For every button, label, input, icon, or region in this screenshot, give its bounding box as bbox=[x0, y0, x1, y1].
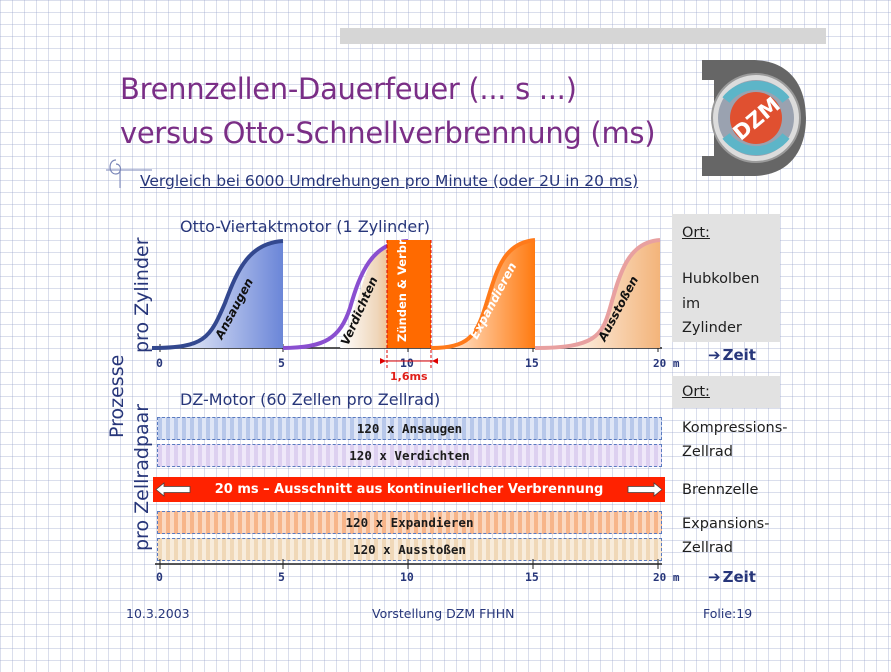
dz-tick-label-20: 20 ms bbox=[653, 571, 680, 584]
footer-folie: Folie:19 bbox=[703, 606, 753, 621]
dz-bar-brennzelle: 20 ms – Ausschnitt aus kontinuierlicher … bbox=[153, 477, 665, 502]
otto-heading: Otto-Viertaktmotor (1 Zylinder) bbox=[180, 217, 431, 236]
y-axis-lower-label: pro Zellradpaar bbox=[131, 403, 153, 551]
dz-bar-verdichten-label: 120 x Verdichten bbox=[349, 448, 470, 463]
otto-ort-label: Ort: bbox=[682, 225, 710, 241]
otto-cycle-diagram: Ansaugen Verdichten Zünden & Verbrennen … bbox=[151, 228, 680, 383]
interval-label: 1,6ms bbox=[390, 370, 428, 383]
dz-bar-ausstossen-label: 120 x Ausstoßen bbox=[353, 542, 466, 557]
dz-tick-label-5: 5 bbox=[278, 570, 285, 584]
dz-time-axis: 0 5 10 15 20 ms bbox=[155, 559, 680, 584]
otto-tick-label-5: 5 bbox=[278, 356, 285, 370]
dz-bar-expandieren-label: 120 x Expandieren bbox=[345, 515, 474, 530]
phase-verdichten-curve bbox=[282, 239, 409, 350]
otto-tick-label-0: 0 bbox=[156, 356, 163, 370]
phase-zuenden-label: Zünden & Verbrennen bbox=[395, 228, 409, 342]
dz-bar-verdichten: 120 x Verdichten bbox=[157, 444, 662, 467]
header-bar bbox=[340, 28, 826, 44]
dz-tick-label-0: 0 bbox=[156, 570, 163, 584]
slide-title-line-1: Brennzellen-Dauerfeuer (... s ...) bbox=[120, 72, 577, 106]
dz-right-label-kompressions: Kompressions- bbox=[682, 420, 788, 436]
phase-ausstossen-curve bbox=[534, 238, 661, 350]
otto-ort-box bbox=[672, 214, 780, 342]
dz-right-label-brennzelle: Brennzelle bbox=[682, 482, 759, 498]
otto-ort-line-3: Zylinder bbox=[682, 320, 742, 336]
dz-time-axis-label: ➔ Zeit bbox=[708, 568, 756, 586]
dz-bar-ausstossen: 120 x Ausstoßen bbox=[157, 538, 662, 561]
otto-tick-label-15: 15 bbox=[525, 356, 539, 370]
dzm-logo-icon: DZM bbox=[702, 60, 806, 176]
dz-bar-expandieren: 120 x Expandieren bbox=[157, 511, 662, 534]
phase-ausstossen-area bbox=[550, 240, 660, 348]
interval-arrow-right-icon bbox=[432, 358, 438, 364]
phase-expandieren-area bbox=[440, 240, 535, 348]
phase-ansaugen-area bbox=[160, 241, 283, 348]
otto-time-axis-label: ➔ Zeit bbox=[708, 346, 756, 364]
dz-ort-label: Ort: bbox=[682, 384, 710, 400]
phase-zuenden-bar bbox=[387, 240, 431, 348]
otto-tick-label-20: 20 ms bbox=[653, 357, 680, 370]
dz-bar-ansaugen: 120 x Ansaugen bbox=[157, 417, 662, 440]
otto-tick-label-10: 10 bbox=[400, 356, 414, 370]
dz-tick-label-15: 15 bbox=[525, 570, 539, 584]
dz-bar-ansaugen-label: 120 x Ansaugen bbox=[356, 421, 463, 436]
arrow-right-icon bbox=[627, 482, 663, 497]
dz-right-label-zellrad-1: Zellrad bbox=[682, 444, 733, 460]
bullet-hook-icon bbox=[106, 159, 152, 188]
arrow-left-icon bbox=[155, 482, 191, 497]
dz-right-label-expansions: Expansions- bbox=[682, 516, 770, 532]
slide-subtitle: Vergleich bei 6000 Umdrehungen pro Minut… bbox=[140, 172, 639, 190]
dz-right-label-zellrad-2: Zellrad bbox=[682, 540, 733, 556]
dz-ort-box bbox=[672, 376, 780, 408]
interval-arrow-left-icon bbox=[380, 358, 386, 364]
phase-expandieren-curve bbox=[430, 238, 536, 350]
footer-center: Vorstellung DZM FHHN bbox=[372, 606, 515, 621]
otto-ort-line-2: im bbox=[682, 296, 701, 312]
dz-bar-brennzelle-label: 20 ms – Ausschnitt aus kontinuierlicher … bbox=[214, 482, 604, 497]
footer-date: 10.3.2003 bbox=[126, 606, 190, 621]
otto-ort-line-1: Hubkolben bbox=[682, 271, 760, 287]
slide-title-line-2: versus Otto-Schnellverbrennung (ms) bbox=[120, 116, 656, 150]
dz-tick-label-10: 10 bbox=[400, 570, 414, 584]
dz-heading: DZ-Motor (60 Zellen pro Zellrad) bbox=[180, 390, 441, 409]
y-axis-group-label: Prozesse bbox=[106, 354, 128, 438]
phase-ansaugen-curve bbox=[151, 239, 284, 350]
